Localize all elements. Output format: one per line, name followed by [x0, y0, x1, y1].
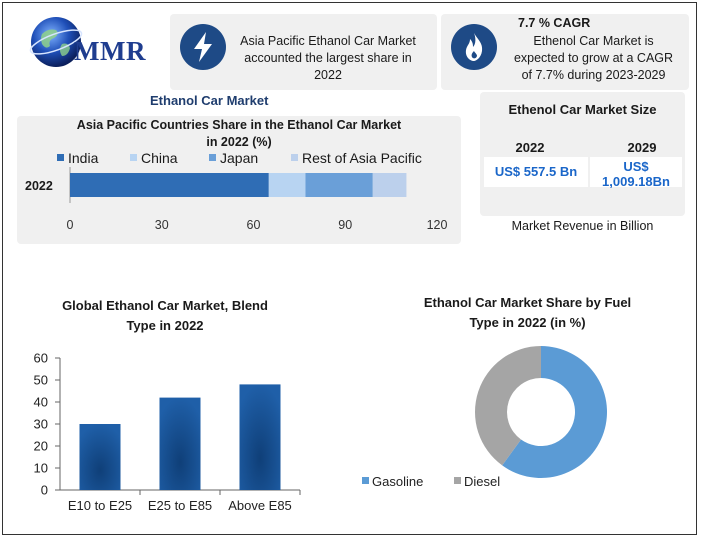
legend-label-india: India: [68, 150, 99, 166]
info-box-1-line-1: Asia Pacific Ethanol Car Market: [240, 34, 416, 48]
legend-swatch-china: [130, 154, 137, 161]
hbar-title-line-1: Asia Pacific Countries Share in the Etha…: [77, 118, 402, 132]
blend-chart-title-line-2: Type in 2022: [126, 318, 204, 333]
info-box-2-line-3: of 7.7% during 2023-2029: [521, 68, 666, 82]
asia-pacific-share-svg: Asia Pacific Countries Share in the Etha…: [25, 118, 448, 232]
vbar-y-tick-30: 30: [34, 417, 48, 432]
market-size-value-2029-line-1: US$: [623, 159, 649, 174]
blend-chart-title: Global Ethanol Car Market, Blend Type in…: [20, 296, 310, 336]
vbar-bar-e25-to-e85: [159, 397, 201, 490]
legend-label-china: China: [141, 150, 178, 166]
cagr-title: 7.7 % CAGR: [518, 16, 591, 30]
hbar-segment-india: [70, 173, 269, 197]
donut-legend-label-gasoline: Gasoline: [372, 474, 423, 489]
vbar-y-tick-0: 0: [41, 483, 48, 498]
info-box-cagr: 7.7 % CAGR Ethenol Car Market is expecte…: [441, 14, 689, 90]
donut-slice-diesel: [475, 346, 541, 466]
info-box-largest-share: Asia Pacific Ethanol Car Market accounte…: [170, 14, 437, 90]
vbar-y-tick-60: 60: [34, 351, 48, 366]
donut-legend-swatch-diesel: [454, 477, 461, 484]
vbar-y-tick-50: 50: [34, 373, 48, 388]
hbar-x-tick-90: 90: [338, 218, 352, 232]
hbar-segment-japan: [305, 173, 373, 197]
hbar-segment-rest-of-asia-pacific: [372, 173, 407, 197]
donut-legend-label-diesel: Diesel: [464, 474, 500, 489]
market-size-caption: Market Revenue in Billion: [511, 219, 654, 233]
hbar-category-label: 2022: [25, 179, 53, 193]
fuel-chart-title: Ethanol Car Market Share by Fuel Type in…: [390, 293, 665, 333]
fuel-chart-title-line-1: Ethanol Car Market Share by Fuel: [423, 295, 632, 310]
hbar-x-tick-120: 120: [427, 218, 448, 232]
hbar-title-line-2: in 2022 (%): [206, 135, 271, 149]
legend-label-rest-of-asia-pacific: Rest of Asia Pacific: [302, 150, 422, 166]
lightning-bolt-icon: [180, 24, 226, 70]
vbar-x-label-e10-to-e25: E10 to E25: [68, 498, 132, 513]
market-size-year-2029: 2029: [627, 140, 657, 155]
hbar-segment-china: [268, 173, 306, 197]
info-box-1-line-3: 2022: [314, 68, 342, 82]
info-box-2-line-2: expected to grow at a CAGR: [513, 51, 674, 65]
fuel-type-chart: Gasoline Diesel: [362, 346, 607, 489]
donut-slice-gasoline: [502, 346, 607, 478]
vbar-bar-e10-to-e25: [79, 424, 121, 490]
globe-icon: [29, 17, 83, 67]
hbar-x-tick-60: 60: [247, 218, 261, 232]
asia-pacific-share-chart: Asia Pacific Countries Share in the Etha…: [17, 116, 461, 244]
flame-icon: [451, 24, 497, 70]
logo-text: MMR: [74, 36, 146, 66]
vbar-bar-above-e85: [239, 384, 281, 490]
legend-swatch-rest-of-asia-pacific: [291, 154, 298, 161]
hbar-x-tick-0: 0: [67, 218, 74, 232]
blend-chart-title-line-1: Global Ethanol Car Market, Blend: [62, 298, 268, 313]
blend-type-chart: 0 10 20 30 40 50 60 E10 to E25 E25 to E85 Above E…: [34, 351, 301, 513]
market-size-value-2029: US$ 1,009.18Bn: [590, 157, 682, 189]
vbar-x-label-e25-to-e85: E25 to E85: [148, 498, 212, 513]
market-size-year-2022: 2022: [515, 140, 545, 155]
market-size-panel: Ethenol Car Market Size 2022 2029 US$ 55…: [480, 92, 685, 216]
market-size-title: Ethenol Car Market Size: [508, 102, 657, 117]
info-box-2-line-1: Ethenol Car Market is: [533, 34, 654, 48]
vbar-y-tick-10: 10: [34, 461, 48, 476]
market-size-value-2022: US$ 557.5 Bn: [484, 157, 588, 187]
donut-legend-swatch-gasoline: [362, 477, 369, 484]
legend-label-japan: Japan: [220, 150, 258, 166]
legend-swatch-india: [57, 154, 64, 161]
vbar-y-tick-40: 40: [34, 395, 48, 410]
vbar-x-label-above-e85: Above E85: [228, 498, 292, 513]
hbar-x-tick-30: 30: [155, 218, 169, 232]
fuel-chart-title-line-2: Type in 2022 (in %): [469, 315, 586, 330]
info-box-1-line-2: accounted the largest share in: [244, 51, 412, 65]
vbar-y-tick-20: 20: [34, 439, 48, 454]
market-size-value-2029-line-2: 1,009.18Bn: [602, 174, 670, 189]
legend-swatch-japan: [209, 154, 216, 161]
section-title: Ethanol Car Market: [150, 93, 269, 108]
